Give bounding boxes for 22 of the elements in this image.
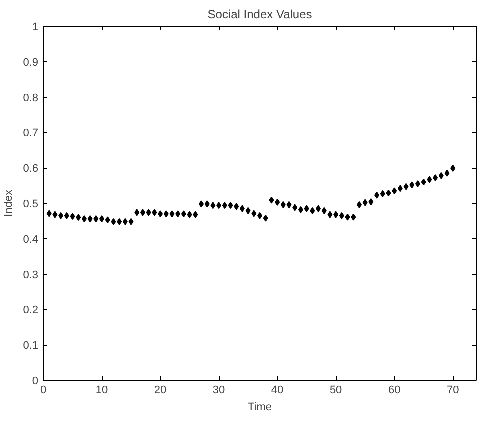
y-tick-label: 0.8 [23, 92, 39, 104]
x-tick-label: 70 [446, 384, 460, 396]
y-tick-label: 0.5 [23, 198, 39, 210]
y-tick-label: 0.7 [23, 128, 39, 140]
x-tick-label: 0 [40, 384, 47, 396]
x-tick-label: 40 [271, 384, 284, 396]
y-tick-label: 0 [32, 376, 39, 388]
y-tick-label: 0.9 [23, 56, 39, 69]
y-tick-label: 0.6 [23, 163, 39, 176]
x-tick-label: 50 [330, 384, 342, 396]
x-tick-label: 60 [388, 384, 401, 396]
x-tick-label: 30 [212, 384, 226, 396]
y-tick-label: 1 [32, 22, 39, 34]
y-tick-label: 0.2 [23, 304, 39, 317]
y-tick-label: 0.3 [23, 269, 39, 282]
x-axis-title: Time [248, 402, 272, 414]
chart-title: Social Index Values [208, 8, 312, 22]
y-tick-label: 0.1 [23, 340, 39, 352]
x-tick-label: 10 [96, 384, 108, 396]
y-axis-title: Index [3, 190, 16, 217]
x-tick-label: 20 [154, 384, 167, 396]
y-tick-label: 0.4 [23, 234, 39, 246]
